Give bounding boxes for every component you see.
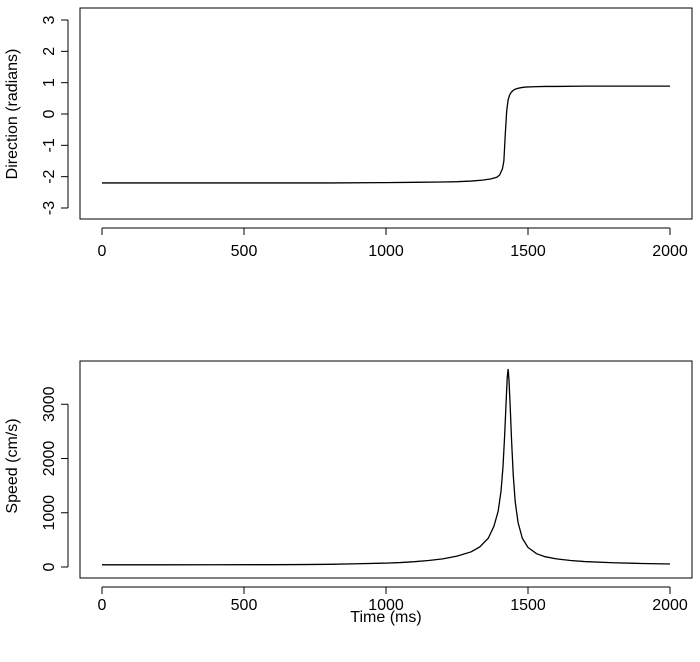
y-axis: -3 -2 -1 0 1 2 3 <box>41 15 69 215</box>
x-tick-label: 1000 <box>368 597 404 614</box>
x-tick-label: 1500 <box>510 243 546 260</box>
x-tick-label: 0 <box>98 597 107 614</box>
x-tick-label: 0 <box>98 243 107 260</box>
y-tick-label: 2000 <box>41 441 58 477</box>
y-tick-label: -2 <box>41 169 58 183</box>
x-axis: 0 500 1000 1500 2000 <box>98 586 688 614</box>
series-line <box>102 368 671 566</box>
y-axis: 0 1000 2000 3000 <box>41 386 69 571</box>
x-axis-label: Time (ms) <box>350 609 421 626</box>
x-axis: 0 500 1000 1500 2000 <box>98 227 688 260</box>
direction-panel: Direction (radians) 0 500 1000 1500 2000 -3-… <box>4 7 693 260</box>
plot-frame <box>79 360 693 579</box>
x-tick-label: 500 <box>231 243 258 260</box>
y-tick-label: 3000 <box>41 386 58 422</box>
y-tick-label: 1000 <box>41 495 58 531</box>
series-group <box>102 85 670 184</box>
series-line <box>102 85 670 184</box>
y-tick-label: 0 <box>41 109 58 118</box>
y-axis-label: Direction (radians) <box>4 49 21 180</box>
x-tick-label: 2000 <box>652 243 688 260</box>
y-tick-label: -3 <box>41 201 58 215</box>
series-group <box>102 368 671 566</box>
x-tick-label: 1000 <box>368 243 404 260</box>
y-tick-label: 0 <box>41 562 58 571</box>
x-tick-label: 1500 <box>510 597 546 614</box>
y-tick-label: 3 <box>41 15 58 24</box>
x-tick-label: 500 <box>231 597 258 614</box>
y-tick-label: 2 <box>41 47 58 56</box>
y-tick-label: 1 <box>41 78 58 87</box>
speed-panel: Speed (cm/s) Time (ms) 0 500 1000 1500 2000 … <box>4 360 693 626</box>
x-tick-label: 2000 <box>652 597 688 614</box>
y-axis-label: Speed (cm/s) <box>4 418 21 513</box>
plot-frame <box>79 7 693 220</box>
y-tick-label: -1 <box>41 138 58 152</box>
